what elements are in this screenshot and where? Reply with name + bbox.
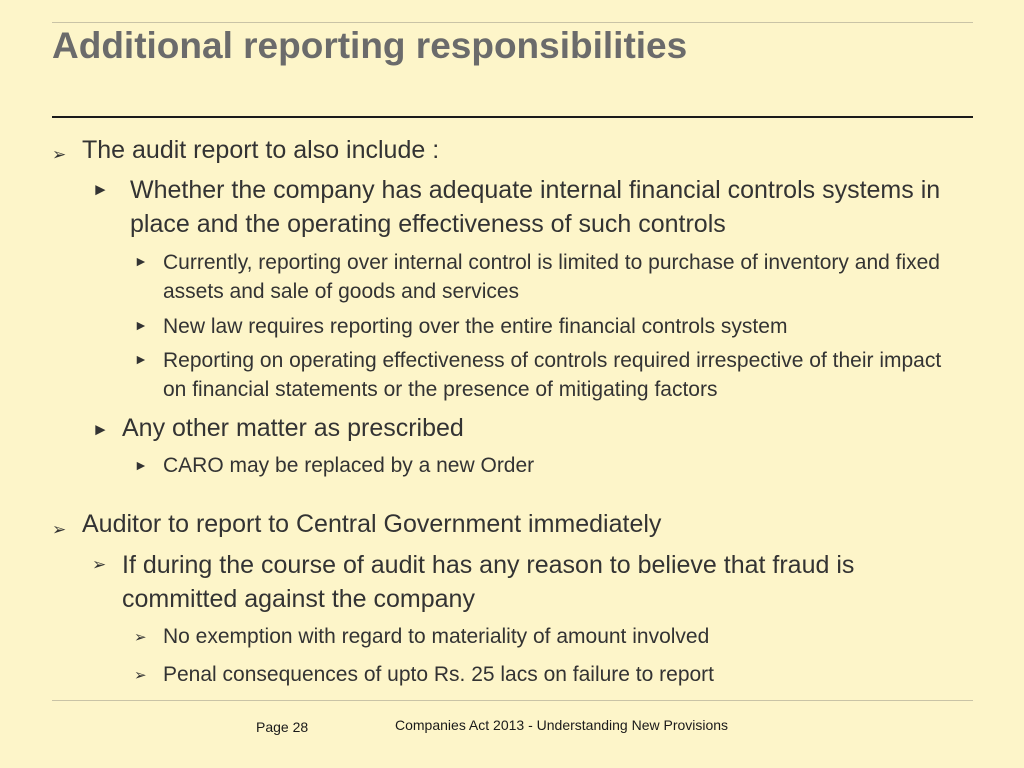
arrow-bullet-icon: ► (134, 317, 148, 333)
arrow-bullet-icon: ► (92, 420, 109, 439)
chevron-bullet-icon: ➢ (52, 145, 67, 164)
bullet-item-operating-effectiveness: Reporting on operating effectiveness of … (163, 349, 942, 401)
arrow-bullet-icon: ► (134, 253, 148, 269)
title-underline (52, 116, 973, 118)
chevron-bullet-icon: ➢ (134, 667, 147, 684)
bullet-item-fraud: If during the course of audit has any re… (122, 551, 855, 613)
chevron-bullet-icon: ➢ (134, 629, 147, 646)
page-number: Page 28 (256, 719, 309, 735)
bullet-item-no-exemption: No exemption with regard to materiality … (163, 625, 710, 648)
arrow-bullet-icon: ► (134, 457, 148, 473)
bullet-item-other-matter: Any other matter as prescribed (122, 414, 464, 442)
bullet-item-new-law: New law requires reporting over the enti… (163, 315, 788, 338)
chevron-bullet-icon: ➢ (52, 520, 67, 539)
slide-title: Additional reporting responsibilities (52, 25, 688, 66)
top-rule (52, 22, 973, 23)
bullet-item-penal: Penal consequences of upto Rs. 25 lacs o… (163, 663, 715, 686)
arrow-bullet-icon: ► (134, 351, 148, 367)
arrow-bullet-icon: ► (92, 180, 109, 199)
bullet-item-caro: CARO may be replaced by a new Order (163, 454, 535, 477)
bullet-item-current-reporting: Currently, reporting over internal contr… (163, 251, 940, 303)
footer-title: Companies Act 2013 - Understanding New P… (395, 717, 729, 733)
bullet-item-auditor-report: Auditor to report to Central Government … (82, 510, 662, 538)
footer-rule (52, 700, 973, 701)
bullet-item-internal-controls: Whether the company has adequate interna… (130, 176, 941, 238)
chevron-bullet-icon: ➢ (92, 555, 107, 574)
bullet-item-audit-report: The audit report to also include : (82, 136, 440, 164)
